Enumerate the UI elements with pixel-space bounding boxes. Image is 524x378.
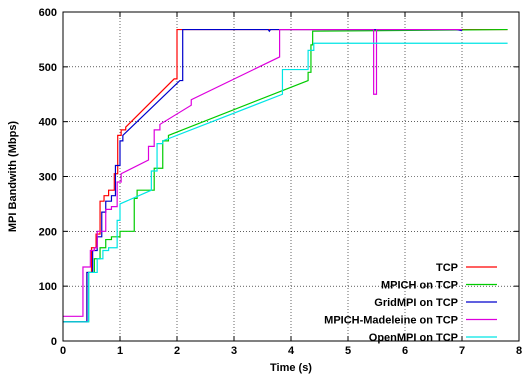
legend-label: OpenMPI on TCP	[369, 332, 458, 344]
legend-label: GridMPI on TCP	[374, 297, 458, 309]
x-tick-label: 4	[288, 345, 295, 357]
series-line-3	[63, 28, 463, 323]
x-tick-label: 7	[459, 345, 465, 357]
legend-label: MPICH on TCP	[381, 280, 458, 292]
x-tick-labels: 0 1 2 3 4 5 6 7 8	[60, 12, 522, 357]
legend-label: TCP	[436, 262, 458, 274]
grid-lines	[62, 11, 520, 342]
x-tick-label: 8	[516, 345, 522, 357]
series-line-1	[63, 28, 508, 323]
legend-label: MPICH-Madeleine on TCP	[324, 315, 458, 327]
y-tick-labels: 0 100 200 300 400 500 600	[39, 7, 519, 348]
x-tick-label: 6	[402, 345, 408, 357]
y-tick-label: 300	[39, 172, 57, 184]
series-line-2	[63, 28, 508, 323]
y-tick-label: 200	[39, 226, 57, 238]
series-lines	[63, 28, 508, 323]
y-tick-label: 400	[39, 117, 57, 129]
x-tick-label: 5	[345, 345, 351, 357]
y-tick-label: 500	[39, 62, 57, 74]
series-line-4	[63, 28, 462, 317]
y-tick-label: 100	[39, 281, 57, 293]
legend: TCP MPICH on TCP GridMPI on TCP MPICH-Madel…	[324, 262, 497, 344]
y-axis-label: MPI Bandwith (Mbps)	[7, 121, 19, 233]
x-tick-label: 3	[231, 345, 237, 357]
x-tick-label: 0	[60, 345, 66, 357]
y-tick-label: 0	[51, 336, 57, 348]
x-axis-label: Time (s)	[270, 362, 312, 374]
series-line-5	[63, 42, 508, 323]
x-tick-label: 1	[117, 345, 123, 357]
x-tick-label: 2	[174, 345, 180, 357]
y-tick-label: 600	[39, 7, 57, 19]
